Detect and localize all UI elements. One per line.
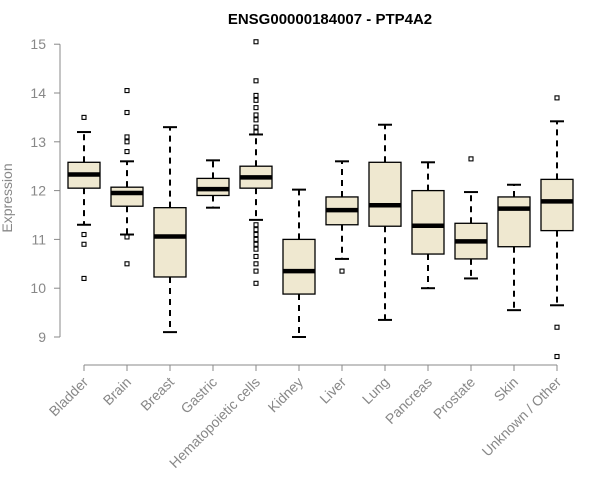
box-group [239, 39, 273, 286]
box-group [282, 188, 316, 338]
outlier-point [554, 95, 560, 101]
box-group [110, 88, 144, 267]
x-tick-label: Gastric [177, 374, 220, 417]
box [497, 196, 531, 248]
box [110, 186, 144, 207]
chart-title: ENSG00000184007 - PTP4A2 [228, 11, 432, 28]
x-tick-label: Unknown / Other [479, 374, 565, 460]
box-group [196, 159, 230, 209]
x-tick-label: Pancreas [382, 374, 435, 427]
plot-area [67, 39, 574, 360]
outlier-point [124, 261, 130, 267]
outlier-point [253, 246, 259, 252]
outlier-point [81, 241, 87, 247]
outlier-point [253, 268, 259, 274]
outlier-point [124, 139, 130, 145]
x-tick-label: Prostate [430, 374, 478, 422]
outlier-point [253, 222, 259, 228]
x-tick-label: Kidney [265, 374, 307, 416]
outlier-point [253, 105, 259, 111]
outlier-point [253, 236, 259, 242]
outlier-point [253, 39, 259, 45]
y-tick-label: 10 [30, 280, 46, 296]
box-group [67, 114, 101, 281]
box-group [325, 160, 359, 274]
x-tick-label: Breast [137, 374, 177, 414]
outlier-point [253, 117, 259, 123]
outlier-point [253, 97, 259, 103]
outlier-point [468, 156, 474, 162]
outlier-point [253, 227, 259, 233]
outlier-point [124, 134, 130, 140]
outlier-point [253, 124, 259, 130]
box [153, 207, 187, 278]
outlier-point [554, 324, 560, 330]
outlier-point [253, 280, 259, 286]
outlier-point [253, 112, 259, 118]
box-group [454, 156, 488, 280]
y-tick-label: 14 [30, 85, 46, 101]
box-group [153, 126, 187, 334]
x-tick-label: Liver [316, 374, 349, 407]
x-tick-label: Bladder [46, 374, 92, 420]
box-group [411, 161, 445, 290]
y-tick-label: 11 [31, 231, 46, 247]
outlier-point [253, 231, 259, 238]
outlier-point [253, 92, 259, 98]
x-tick-label: Skin [491, 374, 522, 405]
y-axis: 9 10 11 12 13 14 15 [30, 36, 61, 345]
outlier-point [81, 231, 87, 238]
outlier-point [124, 88, 130, 94]
outlier-point [253, 253, 259, 260]
box [368, 161, 402, 227]
box-group [497, 183, 531, 312]
y-tick-label: 15 [30, 36, 46, 52]
outlier-point [124, 234, 130, 240]
y-axis-label: Expression [0, 163, 15, 232]
y-tick-label: 9 [38, 329, 46, 345]
box-group [540, 95, 574, 360]
box-group [368, 123, 402, 321]
box [411, 189, 445, 255]
box [540, 178, 574, 232]
outlier-point [253, 129, 259, 135]
x-tick-label: Brain [100, 374, 134, 408]
outlier-point [554, 353, 560, 360]
y-tick-label: 13 [30, 134, 46, 150]
outlier-point [81, 275, 87, 281]
y-tick-label: 12 [30, 183, 46, 199]
outlier-point [124, 149, 130, 155]
outlier-point [253, 241, 259, 247]
box [282, 238, 316, 295]
outlier-point [253, 78, 259, 84]
outlier-point [124, 109, 130, 116]
outlier-point [81, 114, 87, 120]
x-tick-label: Lung [359, 374, 392, 407]
outlier-point [253, 261, 259, 267]
outlier-point [339, 268, 345, 274]
